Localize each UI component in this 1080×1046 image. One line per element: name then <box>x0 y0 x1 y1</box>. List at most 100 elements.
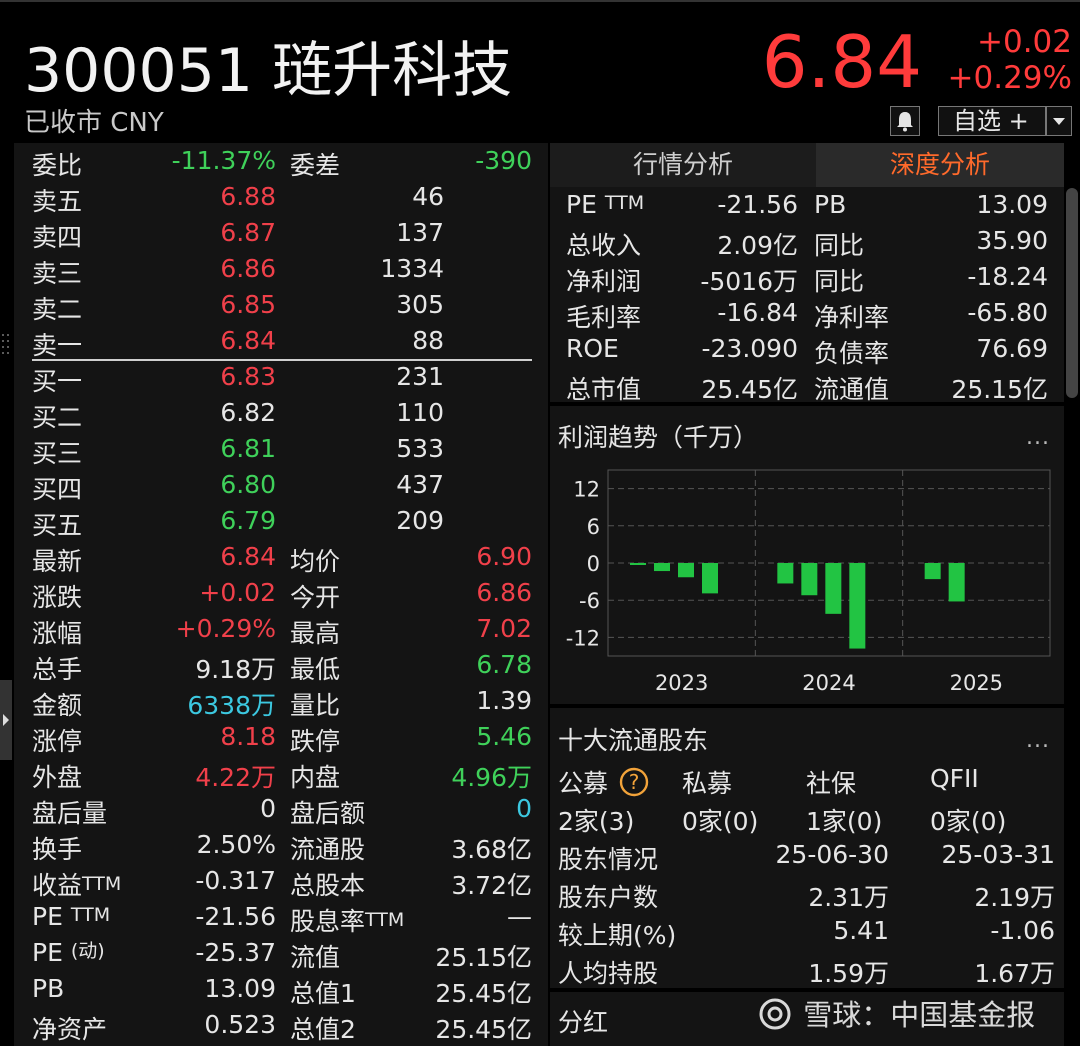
fundamental-label: 净利润 <box>566 267 642 296</box>
fundamental-row: 总收入 2.09亿 同比 35.90 <box>558 226 1048 262</box>
order-book-row: 买二 6.82 110 <box>32 398 532 434</box>
section-divider <box>550 988 1064 992</box>
order-volume: 46 <box>412 182 444 211</box>
fundamental-label: PB <box>814 190 847 219</box>
scrollbar[interactable] <box>1066 188 1078 398</box>
fundamental-row: 总市值 25.45亿 流通值 25.15亿 <box>558 370 1048 406</box>
fundamental-label: 同比 <box>814 267 865 296</box>
fundamental-label: 总收入 <box>566 231 642 260</box>
holder-stat-value: 25-06-30 <box>775 840 889 869</box>
stat-value: 25.45亿 <box>435 1015 532 1044</box>
fundamental-value: -5016万 <box>700 267 798 296</box>
stat-row: 换手 2.50% 流通股 3.68亿 <box>32 830 532 866</box>
chevron-right-icon <box>3 714 9 726</box>
profit-trend-title: 利润趋势（千万） <box>558 423 759 452</box>
stat-label: 最新 <box>32 547 83 576</box>
stat-value: 3.68亿 <box>451 835 532 864</box>
snowball-logo-icon <box>759 998 791 1030</box>
fundamental-row: 毛利率 -16.84 净利率 -65.80 <box>558 298 1048 334</box>
stat-row: 总手 9.18万 最低 6.78 <box>32 650 532 686</box>
y-tick-label: 6 <box>587 515 600 539</box>
holder-stat-value: 1.67万 <box>974 959 1055 988</box>
shareholders-more-button[interactable]: ... <box>1026 728 1050 753</box>
order-volume: 1334 <box>380 254 444 283</box>
order-price: 6.80 <box>220 470 276 499</box>
tab-depth-analysis[interactable]: 深度分析 <box>816 143 1064 187</box>
profit-bar <box>849 563 866 649</box>
holder-type-label: 公募 <box>558 769 609 798</box>
stat-value: 6.84 <box>220 542 276 571</box>
profit-more-button[interactable]: ... <box>1026 425 1050 450</box>
stat-row: 盘后量 0 盘后额 0 <box>32 794 532 830</box>
profit-bar <box>654 563 670 572</box>
tab-market-analysis[interactable]: 行情分析 <box>550 143 816 187</box>
stat-row: 金额 6338万 量比 1.39 <box>32 686 532 722</box>
fundamental-label: 同比 <box>814 231 865 260</box>
stat-value: 0.523 <box>204 1010 276 1039</box>
order-price: 6.79 <box>220 506 276 535</box>
order-level-label: 买二 <box>32 403 83 432</box>
stat-value: 0 <box>516 794 532 823</box>
order-book-row: 买一 6.83 231 <box>32 362 532 398</box>
holder-stat-label: 人均持股 <box>558 959 659 988</box>
add-watchlist-button[interactable]: 自选 + <box>938 106 1046 136</box>
order-book-row: 卖二 6.85 305 <box>32 290 532 326</box>
profit-bar <box>948 563 965 602</box>
stat-label: 流通股 <box>290 835 366 864</box>
order-volume: 209 <box>396 506 444 535</box>
order-level-label: 卖五 <box>32 187 83 216</box>
order-price: 6.81 <box>220 434 276 463</box>
stat-value: 6.86 <box>476 578 532 607</box>
stat-value: — <box>507 902 532 931</box>
ttm-superscript: TTM <box>70 904 111 926</box>
fundamental-label: 净利率 <box>814 303 890 332</box>
order-level-label: 卖二 <box>32 295 83 324</box>
stat-row: PB 13.09 总值1 25.45亿 <box>32 974 532 1010</box>
profit-bar <box>801 563 818 596</box>
y-tick-label: 12 <box>573 478 600 502</box>
alert-button[interactable] <box>890 106 920 136</box>
fundamental-label: PE TTM <box>566 190 645 219</box>
y-tick-label: -12 <box>566 626 600 650</box>
holder-type-qfii: QFII <box>930 764 979 793</box>
profit-bar <box>825 563 842 614</box>
stat-label: 总股本 <box>290 871 366 900</box>
side-collapse-tab[interactable] <box>0 680 12 760</box>
stat-label: 净资产 <box>32 1015 108 1044</box>
fundamental-value: 76.69 <box>976 334 1048 363</box>
ttm-superscript: (动) <box>70 940 105 962</box>
order-level-label: 卖四 <box>32 223 83 252</box>
stat-value: -21.56 <box>195 902 276 931</box>
order-price: 6.87 <box>220 218 276 247</box>
order-book-row: 卖一 6.84 88 <box>32 326 532 362</box>
stat-label: 最高 <box>290 619 341 648</box>
fundamental-label: 流通值 <box>814 375 890 404</box>
resize-handle[interactable] <box>0 330 12 360</box>
stat-value: 7.02 <box>476 614 532 643</box>
fundamental-value: 13.09 <box>976 190 1048 219</box>
question-icon[interactable]: ? <box>618 766 650 798</box>
weibi-row: 委比 -11.37% 委差 -390 <box>32 146 532 182</box>
holder-count-social-security: 1家(0) <box>806 807 883 836</box>
order-price: 6.84 <box>220 326 276 355</box>
weibi-value: -11.37% <box>171 146 276 175</box>
fundamental-label: 毛利率 <box>566 303 642 332</box>
fundamental-value: -18.24 <box>967 262 1048 291</box>
holder-stat-label: 股东情况 <box>558 845 659 874</box>
watchlist-dropdown[interactable] <box>1046 106 1072 136</box>
stat-label: 盘后额 <box>290 799 366 828</box>
grip-icon <box>2 334 9 354</box>
order-book-row: 买五 6.79 209 <box>32 506 532 542</box>
y-tick-label: 0 <box>587 552 600 576</box>
order-level-label: 卖三 <box>32 259 83 288</box>
section-divider <box>550 704 1064 708</box>
stat-value: 2.50% <box>196 830 276 859</box>
stat-row: 净资产 0.523 总值2 25.45亿 <box>32 1010 532 1046</box>
stat-value: 5.46 <box>476 722 532 751</box>
profit-bar <box>924 563 941 580</box>
book-separator <box>32 359 532 361</box>
holder-type-public-fund: 公募 ? <box>558 764 650 800</box>
fundamental-value: -65.80 <box>967 298 1048 327</box>
stat-row: 收益TTM -0.317 总股本 3.72亿 <box>32 866 532 902</box>
stat-row: 涨跌 +0.02 今开 6.86 <box>32 578 532 614</box>
